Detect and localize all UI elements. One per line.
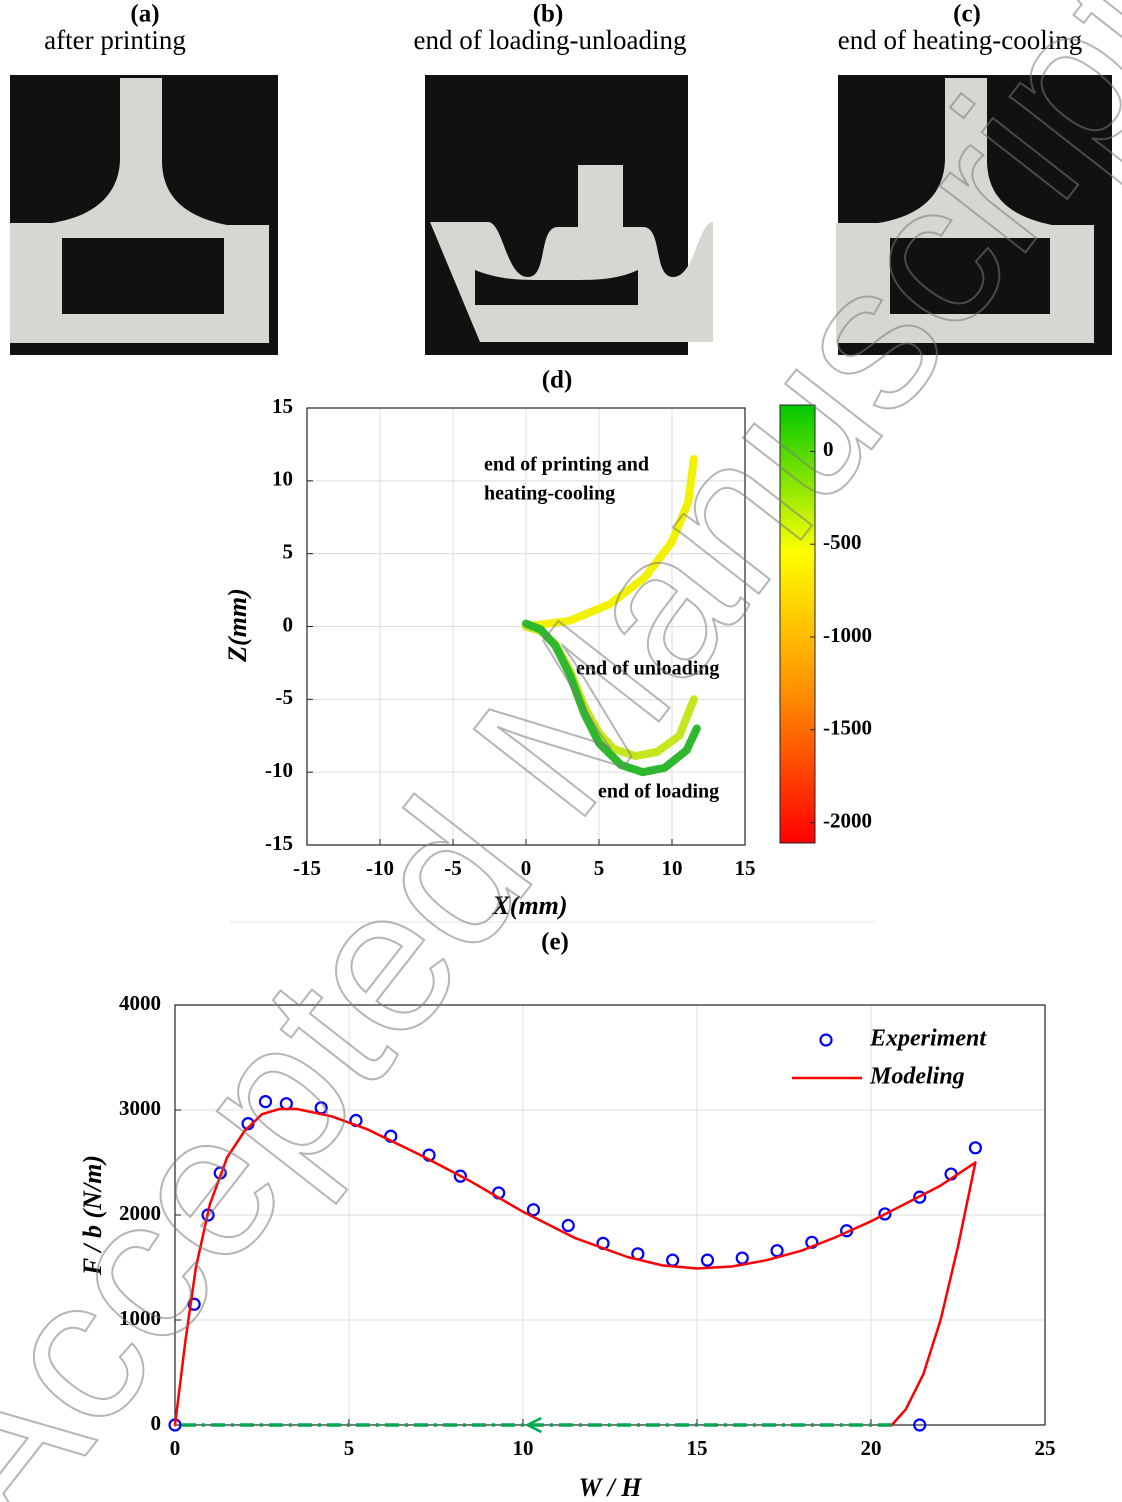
y-tick-label: 15 bbox=[272, 394, 293, 418]
axes-frame bbox=[306, 407, 746, 846]
x-tick-label: -10 bbox=[366, 856, 394, 880]
x-tick-label: 5 bbox=[344, 1436, 355, 1460]
x-tick-label: 15 bbox=[687, 1436, 708, 1460]
chart-title: (e) bbox=[541, 929, 569, 956]
legend-label: Modeling bbox=[869, 1064, 965, 1090]
photo-a bbox=[10, 75, 278, 355]
colorbar-tick-label: -1000 bbox=[823, 623, 872, 647]
legend-marker bbox=[819, 1033, 833, 1047]
data-point bbox=[878, 1207, 892, 1221]
panel-label: (b) bbox=[533, 1, 564, 28]
y-axis-label: Z(mm) bbox=[223, 588, 252, 663]
series-line bbox=[173, 1107, 977, 1427]
photo-b bbox=[425, 75, 713, 355]
data-point bbox=[258, 1094, 273, 1109]
legend-label: Experiment bbox=[869, 1026, 987, 1052]
annotation: end of printing and bbox=[484, 454, 649, 476]
y-tick-label: -15 bbox=[265, 831, 293, 855]
data-point bbox=[453, 1169, 467, 1183]
x-tick-label: 10 bbox=[513, 1436, 534, 1460]
x-tick-label: 25 bbox=[1035, 1436, 1056, 1460]
colorbar-tick-label: -500 bbox=[823, 530, 862, 554]
data-point bbox=[968, 1141, 983, 1155]
colorbar-tick-label: -2000 bbox=[823, 808, 872, 832]
x-tick-label: 0 bbox=[170, 1436, 181, 1460]
x-tick-label: 20 bbox=[861, 1436, 882, 1460]
y-tick-label: 3000 bbox=[119, 1096, 161, 1120]
annotation: end of loading bbox=[598, 781, 719, 803]
x-tick-label: 0 bbox=[521, 856, 532, 880]
series-line bbox=[522, 455, 698, 631]
panel-caption: end of loading-unloading bbox=[414, 25, 687, 55]
y-tick-label: -10 bbox=[265, 758, 293, 782]
data-point bbox=[700, 1253, 715, 1267]
y-axis-label: F / b (N/m) bbox=[78, 1155, 107, 1276]
data-point bbox=[913, 1190, 927, 1204]
chart-title: (d) bbox=[542, 367, 573, 394]
panel-label: (a) bbox=[130, 1, 159, 28]
y-tick-label: 0 bbox=[151, 1411, 162, 1435]
y-tick-label: 0 bbox=[283, 612, 294, 636]
data-point bbox=[526, 1203, 541, 1217]
panel-caption: after printing bbox=[44, 25, 186, 55]
x-tick-label: -15 bbox=[293, 856, 321, 880]
panel-caption: end of heating-cooling bbox=[838, 25, 1082, 55]
x-axis-label: X(mm) bbox=[491, 891, 567, 920]
direction-arrow bbox=[524, 1416, 542, 1434]
photo-c bbox=[836, 75, 1112, 355]
x-tick-label: 5 bbox=[594, 856, 605, 880]
y-tick-label: -5 bbox=[276, 685, 294, 709]
x-tick-label: 10 bbox=[662, 856, 683, 880]
x-tick-label: 15 bbox=[735, 856, 756, 880]
x-tick-label: -5 bbox=[444, 856, 462, 880]
y-tick-label: 5 bbox=[283, 539, 294, 563]
y-tick-label: 2000 bbox=[119, 1201, 161, 1225]
annotation: end of unloading bbox=[576, 658, 719, 680]
data-point bbox=[561, 1218, 575, 1233]
data-point bbox=[913, 1418, 927, 1432]
y-tick-label: 10 bbox=[272, 467, 293, 491]
y-tick-label: 4000 bbox=[119, 991, 161, 1015]
colorbar bbox=[779, 404, 816, 844]
series-line bbox=[522, 619, 701, 777]
data-point bbox=[187, 1297, 201, 1311]
annotation: heating-cooling bbox=[484, 483, 615, 505]
panel-label: (c) bbox=[953, 1, 981, 28]
x-axis-label: W / H bbox=[578, 1473, 642, 1502]
y-tick-label: 1000 bbox=[119, 1306, 161, 1330]
colorbar-tick-label: -1500 bbox=[823, 716, 872, 740]
colorbar-tick-label: 0 bbox=[823, 437, 834, 461]
